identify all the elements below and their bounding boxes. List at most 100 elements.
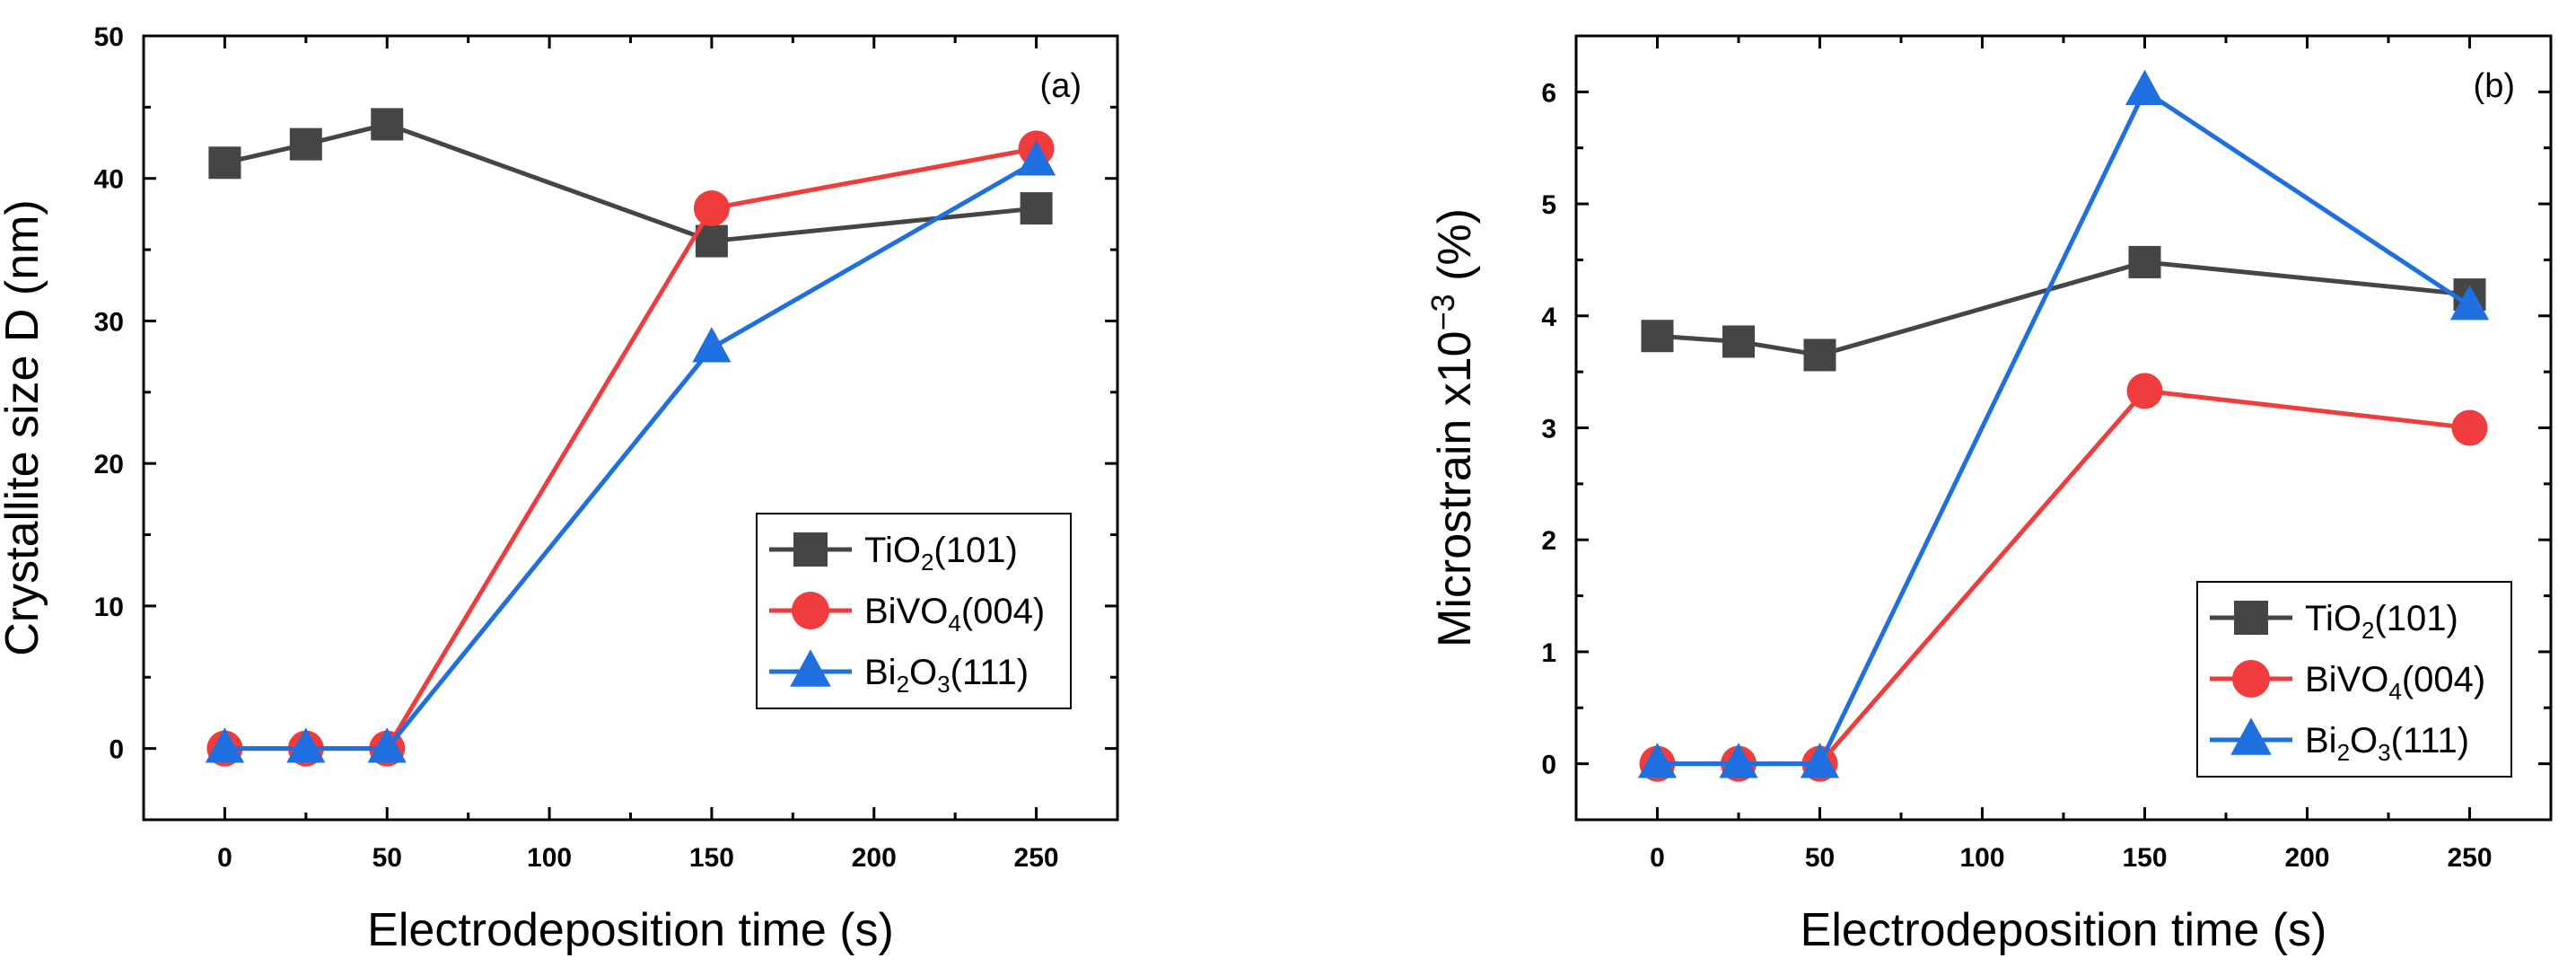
panel-a: 0 50 100 150 200 250 0 10 20 30 40 50 Electrodeposit… [0,22,1119,956]
series-line [223,121,1037,244]
y-axis-title-rest: (%) [1429,208,1481,294]
data-point-triangle [692,327,732,363]
legend-label-rest: (111) [2391,721,2469,760]
legend-label-subscript: 4 [948,610,960,637]
legend-item: Bi2O3(111) [2210,717,2469,766]
legend-label-rest: (101) [2374,599,2458,638]
data-point-triangle [2125,69,2165,105]
legend-label-rest: (004) [2402,660,2485,699]
series-TiO2(101) [1641,245,2486,372]
data-point-triangle [1016,140,1056,176]
series-TiO2(101) [208,108,1053,258]
x-tick-label: 100 [527,843,572,873]
data-point-square [289,127,322,161]
legend-label-main: TiO [2305,599,2361,638]
x-tick-label: 250 [1014,843,1059,873]
data-point-triangle [1800,743,1840,778]
legend: TiO2(101)BiVO4(004)Bi2O3(111) [2196,581,2512,778]
legend-item: BiVO4(004) [769,592,1045,637]
data-point-triangle [2230,717,2272,755]
y-tick-label: 1 [1541,638,1556,668]
legend-item: TiO2(101) [769,531,1018,576]
x-tick-label: 150 [689,843,734,873]
legend-label-mid: O [909,653,937,692]
x-axis-title: Electrodeposition time (s) [367,904,894,956]
y-tick-label: 6 [1541,78,1556,108]
x-tick-label: 50 [372,843,402,873]
legend-label-subscript: 3 [2378,739,2390,766]
legend-label-main: BiVO [864,592,948,631]
series-line [1657,259,2470,357]
y-axis-title-main: Microstrain x10 [1429,330,1481,647]
y-tick-label: 2 [1541,526,1556,556]
legend-label: BiVO4(004) [864,592,1045,637]
legend-label: Bi2O3(111) [2305,721,2469,766]
legend-label: Bi2O3(111) [864,653,1029,698]
x-tick-label: 50 [1805,843,1835,873]
series-Bi2O3(111) [1637,69,2490,778]
data-point-triangle [790,649,831,687]
data-point-square [793,532,828,567]
y-axis-title: Microstrain x10−3 (%) [1424,208,1481,647]
legend-label-main: Bi [2305,721,2337,760]
series-Bi2O3(111) [205,140,1056,763]
x-tick-label: 0 [217,843,232,873]
legend-item: Bi2O3(111) [769,649,1029,698]
data-point-square [2234,601,2268,635]
legend-label: BiVO4(004) [2305,660,2485,705]
legend-item: BiVO4(004) [2210,660,2485,705]
y-tick-label: 50 [94,22,124,52]
y-tick-label: 40 [94,165,124,195]
x-tick-label: 0 [1650,843,1665,873]
data-point-triangle [367,727,407,763]
legend-label-subscript: 3 [937,671,950,698]
y-tick-label: 5 [1541,190,1556,220]
x-tick-label: 150 [2122,843,2167,873]
data-point-square [1020,192,1053,225]
data-point-circle [2232,660,2270,698]
data-point-circle [2126,373,2163,409]
y-tick-label: 0 [1541,751,1556,780]
legend-label-main: Bi [864,653,897,692]
data-point-circle [792,592,829,629]
legend-label-subscript: 2 [897,671,909,698]
y-tick-label: 30 [94,307,124,337]
legend-label-subscript: 4 [2388,678,2401,705]
data-point-triangle [286,727,326,763]
data-point-square [1722,325,1755,358]
x-tick-label: 250 [2447,843,2492,873]
legend-label: TiO2(101) [2305,599,2458,644]
x-tick-label: 200 [2284,843,2329,873]
legend-label-rest: (111) [951,653,1029,692]
legend-label-rest: (004) [961,592,1045,631]
data-point-triangle [205,727,245,763]
legend-label-subscript: 2 [2337,739,2350,766]
legend-label-subscript: 2 [2361,617,2374,644]
data-point-square [371,108,404,141]
y-tick-label: 20 [94,450,124,479]
x-tick-label: 200 [852,843,897,873]
legend-label-main: TiO [864,531,921,570]
data-point-triangle [2449,285,2490,321]
y-tick-label: 4 [1541,303,1556,332]
legend-label-mid: O [2350,721,2378,760]
panel-label: (b) [2474,67,2515,105]
y-tick-label: 3 [1541,415,1556,444]
data-point-circle [693,190,730,227]
y-tick-label: 0 [109,735,124,765]
data-point-square [1803,338,1836,372]
legend-label-main: BiVO [2305,660,2388,699]
y-tick-label: 10 [94,593,124,622]
x-tick-label: 100 [1959,843,2004,873]
panel-b: 0 50 100 150 200 250 0 1 2 3 4 5 6 Electrodeposition … [1424,34,2553,956]
data-point-square [208,146,241,180]
data-point-circle [2451,409,2488,446]
data-point-triangle [1719,743,1758,778]
data-point-square [2128,245,2161,278]
legend: TiO2(101)BiVO4(004)Bi2O3(111) [756,513,1072,709]
x-axis-title: Electrodeposition time (s) [1801,904,2327,956]
legend-item: TiO2(101) [2210,599,2458,644]
legend-label-rest: (101) [933,531,1017,570]
data-point-square [1641,320,1674,353]
